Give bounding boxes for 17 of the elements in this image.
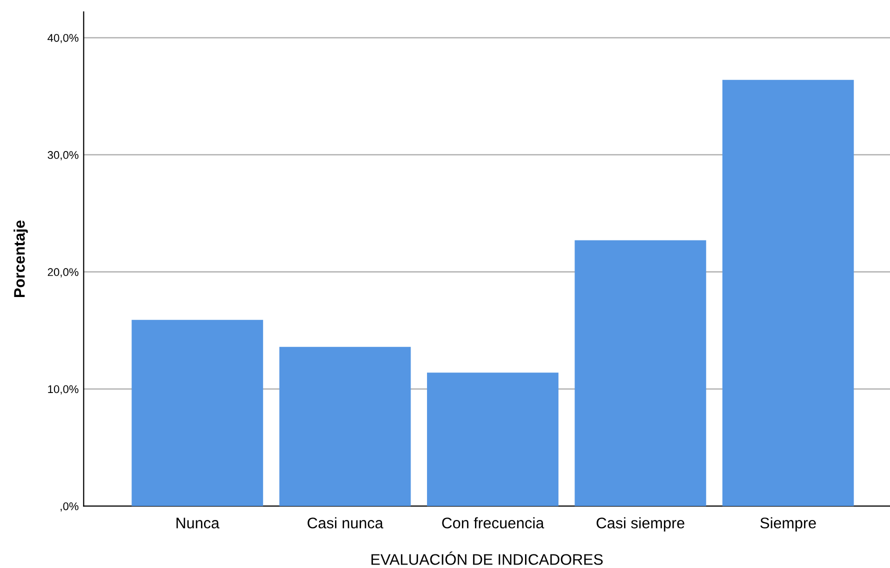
bar <box>132 320 264 506</box>
x-tick-label: Nunca <box>176 518 220 528</box>
bar <box>427 372 558 506</box>
y-tick-label: ,0% <box>60 502 78 512</box>
y-axis-title: Porcentaje <box>14 220 28 298</box>
y-tick-label: 30,0% <box>48 151 78 160</box>
x-tick-label: Con frecuencia <box>442 517 544 528</box>
x-tick-label: Siempre <box>760 517 816 532</box>
x-tick-label: Casi siempre <box>596 517 684 532</box>
x-axis-title: EVALUACIÓN DE INDICADORES <box>371 551 603 565</box>
bar <box>279 346 411 506</box>
bar <box>574 240 706 506</box>
bar <box>722 80 854 506</box>
y-tick-label: 20,0% <box>48 268 78 278</box>
x-tick-label: Casi nunca <box>308 517 384 528</box>
y-tick-label: 40,0% <box>48 34 78 44</box>
y-tick-label: 10,0% <box>48 385 78 394</box>
